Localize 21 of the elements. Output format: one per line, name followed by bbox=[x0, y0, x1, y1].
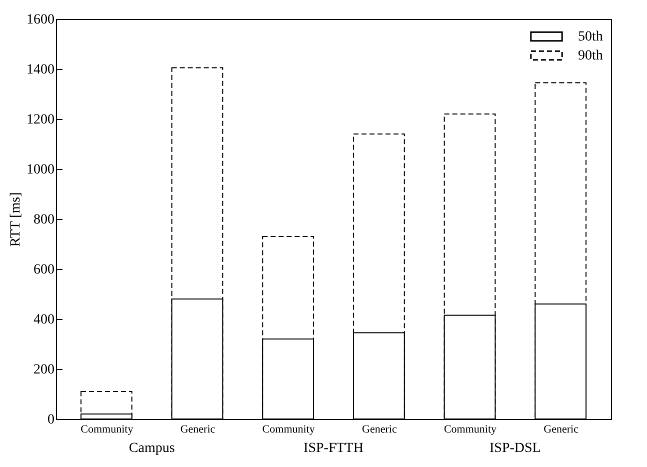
y-tick-label: 600 bbox=[34, 262, 54, 278]
y-tick-label: 1600 bbox=[26, 12, 54, 28]
y-tick-label: 1000 bbox=[26, 162, 54, 178]
y-tick-label: 1400 bbox=[26, 62, 54, 78]
x-tick-label: Community bbox=[80, 424, 134, 436]
x-tick-label: Community bbox=[444, 424, 498, 436]
y-tick-label: 1200 bbox=[26, 112, 54, 128]
y-tick-label: 0 bbox=[48, 412, 54, 428]
y-axis-title: RTT [ms] bbox=[8, 192, 24, 247]
y-tick-label: 400 bbox=[34, 312, 54, 328]
text: Campus bbox=[128, 441, 175, 456]
x-tick-label: Generic bbox=[362, 424, 397, 436]
legend-label: 50th bbox=[578, 30, 603, 44]
y-tick-label: 800 bbox=[34, 212, 54, 228]
x-tick-label: Generic bbox=[544, 424, 579, 436]
x-tick-label: Generic bbox=[180, 424, 216, 436]
text: ISP-DSL bbox=[489, 441, 541, 456]
legend-label: 90th bbox=[578, 48, 603, 64]
y-tick-label: 200 bbox=[34, 362, 54, 378]
text: ISP-FTTH bbox=[304, 441, 364, 456]
x-tick-label: Community bbox=[262, 424, 316, 436]
